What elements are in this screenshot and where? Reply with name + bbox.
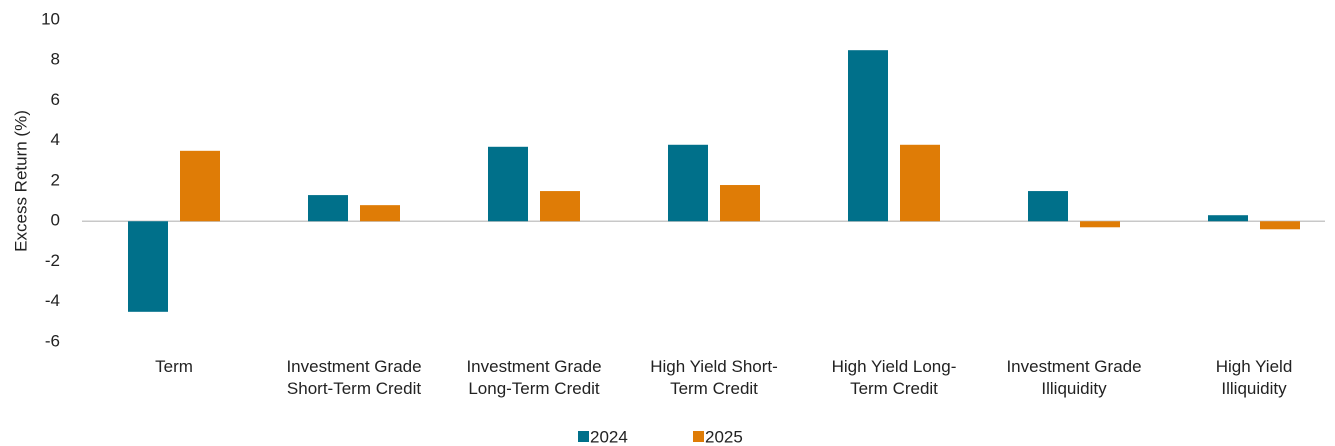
x-tick-label: Investment Grade Short-Term Credit [286, 357, 422, 398]
bar [128, 221, 168, 312]
y-tick-label: 0 [51, 211, 60, 230]
x-tick-label: High Yield Long- Term Credit [831, 357, 957, 398]
y-axis-title: Excess Return (%) [11, 110, 30, 252]
y-tick-label: 10 [41, 9, 60, 28]
x-tick-label: Investment Grade Long-Term Credit [466, 357, 602, 398]
y-tick-label: 2 [51, 170, 60, 189]
bar [1260, 221, 1300, 230]
bar [540, 191, 580, 222]
y-tick-label: -4 [45, 291, 60, 310]
bar [720, 185, 760, 222]
x-tick-label: Investment Grade Illiquidity [1006, 357, 1142, 398]
x-tick-label: Term [155, 357, 193, 376]
bar [668, 144, 708, 222]
x-tick-label: High Yield Short- Term Credit [650, 357, 778, 398]
bar [848, 50, 888, 222]
y-tick-label: 8 [51, 50, 60, 69]
bar [1080, 221, 1120, 228]
y-tick-label: -6 [45, 331, 60, 350]
legend-label: 2025 [705, 427, 743, 446]
bar [360, 205, 400, 222]
bar [900, 144, 940, 222]
y-tick-label: 4 [51, 130, 60, 149]
bar [180, 150, 220, 222]
bar [308, 195, 348, 222]
y-tick-label: -2 [45, 251, 60, 270]
bar [1028, 191, 1068, 222]
legend-label: 2024 [590, 427, 628, 446]
y-tick-label: 6 [51, 90, 60, 109]
legend-swatch [578, 431, 589, 442]
legend-swatch [693, 431, 704, 442]
x-tick-label: High Yield Illiquidity [1215, 357, 1293, 398]
bar [488, 146, 528, 222]
bar [1208, 215, 1248, 222]
